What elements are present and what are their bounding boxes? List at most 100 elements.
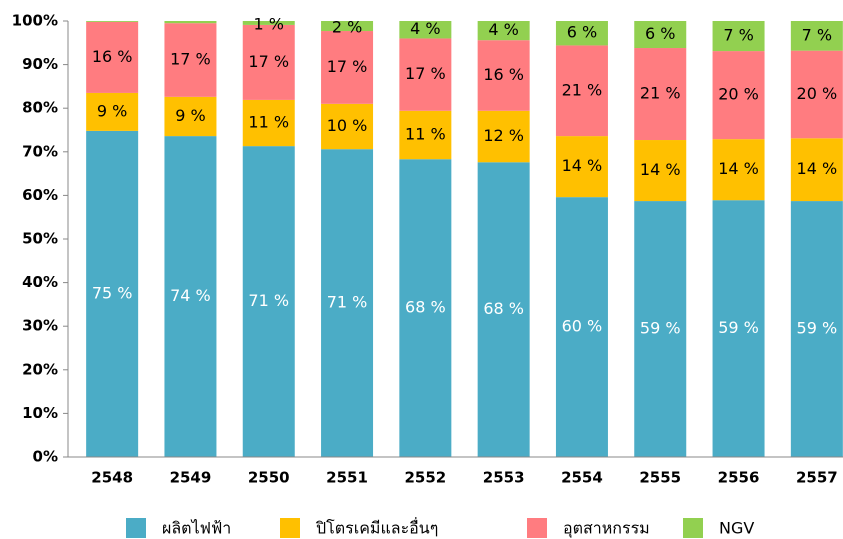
data-label: 14 % — [640, 160, 681, 179]
bar-segment — [242, 24, 295, 100]
bar-segment — [399, 159, 452, 457]
bar-segment — [86, 92, 139, 131]
legend-swatch — [126, 518, 146, 538]
data-label: 4 % — [488, 20, 518, 39]
legend-label: อุตสาหกรรม — [563, 519, 650, 539]
data-label: 17 % — [248, 52, 289, 71]
data-label: 4 % — [410, 19, 440, 38]
data-label: 20 % — [797, 84, 838, 103]
data-label: 74 % — [170, 286, 211, 305]
data-label: 14 % — [797, 159, 838, 178]
data-label: 6 % — [567, 23, 597, 42]
bar-segment — [321, 149, 374, 457]
data-label: 14 % — [718, 159, 759, 178]
y-tick-label: 60% — [22, 186, 58, 204]
x-tick-label: 2549 — [170, 469, 212, 487]
bar-segment — [86, 21, 139, 93]
x-tick-label: 2552 — [404, 469, 446, 487]
y-tick-label: 10% — [22, 404, 58, 422]
y-tick-label: 30% — [22, 317, 58, 335]
y-tick-label: 20% — [22, 360, 58, 378]
data-label: 11 % — [405, 125, 446, 144]
data-label: 68 % — [483, 299, 524, 318]
bar-segment — [399, 21, 452, 39]
data-label: 16 % — [92, 47, 133, 66]
data-label: 59 % — [640, 319, 681, 338]
bar-segment — [242, 146, 295, 457]
legend-swatch — [280, 518, 300, 538]
x-tick-label: 2548 — [91, 469, 133, 487]
data-label: 9 % — [97, 101, 127, 120]
bar-segment — [555, 21, 608, 46]
y-tick-label: 100% — [12, 12, 58, 30]
data-label: 7 % — [723, 26, 753, 45]
bar-segment — [321, 31, 374, 104]
data-label: 2 % — [332, 18, 362, 37]
bar-segment — [790, 50, 843, 139]
bar-segment — [242, 21, 295, 25]
data-label: 17 % — [327, 57, 368, 76]
data-label: 14 % — [562, 156, 603, 175]
y-tick-label: 70% — [22, 142, 58, 160]
data-label: 71 % — [248, 291, 289, 310]
bar-segment — [399, 110, 452, 160]
data-label: 71 % — [327, 293, 368, 312]
bar-segment — [790, 201, 843, 457]
y-tick-label: 40% — [22, 273, 58, 291]
bar-segment — [712, 139, 765, 201]
bar-segment — [790, 21, 843, 51]
data-label: 1 % — [254, 14, 284, 33]
bar-segment — [321, 21, 374, 32]
y-tick-label: 80% — [22, 99, 58, 117]
bar-segment — [634, 201, 687, 457]
x-tick-label: 2551 — [326, 469, 368, 487]
bar-segment — [634, 48, 687, 141]
data-label: 11 % — [248, 113, 289, 132]
data-label: 7 % — [802, 25, 832, 44]
data-label: 6 % — [645, 24, 675, 43]
bar-segment — [477, 21, 530, 41]
legend-label: ผลิตไฟฟ้า — [162, 519, 231, 538]
data-label: 68 % — [405, 298, 446, 317]
bar-segment — [477, 162, 530, 457]
bar-segment — [555, 197, 608, 458]
data-label: 59 % — [797, 319, 838, 338]
bar-segment — [86, 130, 139, 457]
bar-segment — [634, 140, 687, 202]
x-tick-label: 2554 — [561, 469, 603, 487]
bar-segment — [634, 21, 687, 49]
bar-segment — [399, 38, 452, 111]
y-tick-label: 0% — [33, 448, 58, 466]
data-label: 10 % — [327, 116, 368, 135]
legend-label: ปิโตรเคมีและอื่นๆ — [316, 517, 439, 538]
bar-segment — [712, 51, 765, 140]
bar-segment — [321, 103, 374, 150]
legend-swatch — [683, 518, 703, 538]
data-label: 12 % — [483, 126, 524, 145]
bar-segment — [477, 40, 530, 111]
data-label: 75 % — [92, 283, 133, 302]
x-tick-label: 2557 — [796, 469, 838, 487]
legend-swatch — [527, 518, 547, 538]
x-tick-label: 2556 — [718, 469, 760, 487]
y-tick-label: 50% — [22, 230, 58, 248]
bar-segment — [712, 21, 765, 52]
bar-segment — [164, 96, 217, 137]
data-label: 21 % — [640, 84, 681, 103]
x-tick-label: 2555 — [639, 469, 681, 487]
bar-segment — [242, 99, 295, 147]
bar-segment — [555, 136, 608, 198]
bar-segment — [477, 110, 530, 163]
data-label: 59 % — [718, 318, 759, 337]
data-label: 17 % — [170, 50, 211, 69]
legend-label: NGV — [719, 519, 754, 538]
data-label: 60 % — [562, 317, 603, 336]
x-tick-label: 2553 — [483, 469, 525, 487]
bar-segment — [164, 23, 217, 97]
bar-segment — [86, 21, 139, 22]
data-label: 9 % — [175, 106, 205, 125]
data-label: 16 % — [483, 65, 524, 84]
data-label: 17 % — [405, 64, 446, 83]
data-label: 20 % — [718, 85, 759, 104]
